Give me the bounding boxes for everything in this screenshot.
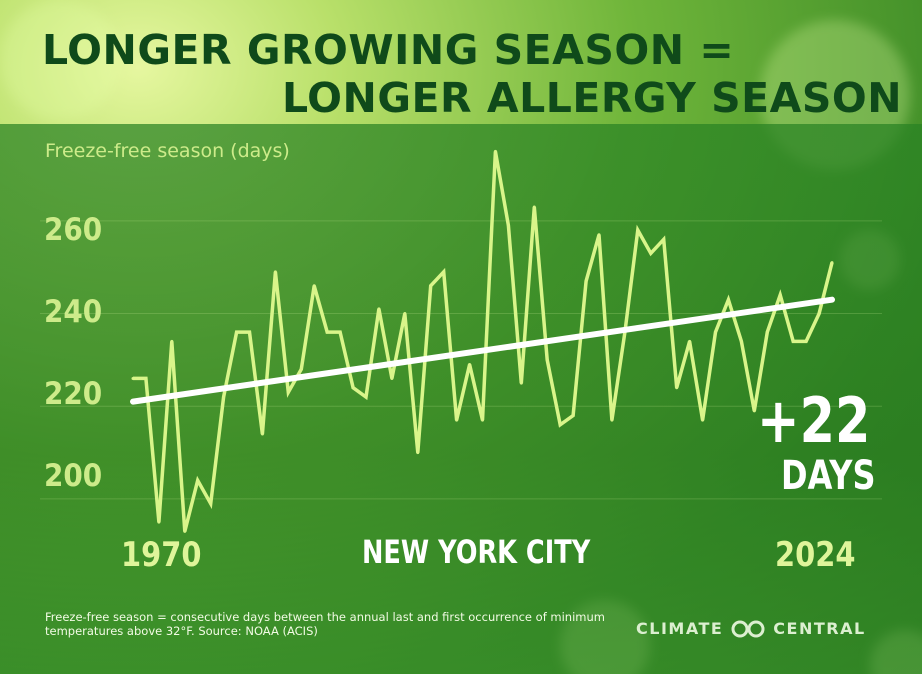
climate-central-logo-icon	[731, 620, 765, 637]
data-point-2022	[804, 339, 808, 343]
data-point-2017	[739, 339, 743, 343]
data-point-2014	[701, 418, 705, 422]
data-point-1977	[222, 395, 226, 399]
bokeh-light	[0, 0, 120, 120]
data-point-2018	[752, 409, 756, 413]
data-point-1991	[403, 312, 407, 316]
data-point-1981	[273, 270, 277, 274]
data-point-1976	[209, 502, 213, 506]
data-point-1973	[170, 339, 174, 343]
title-line-1: LONGER GROWING SEASON =	[42, 26, 735, 74]
data-point-1985	[325, 330, 329, 334]
y-tick-200: 200	[44, 458, 103, 494]
data-point-2009	[636, 228, 640, 232]
location-label: NEW YORK CITY	[362, 533, 591, 571]
data-point-1998	[493, 149, 497, 153]
data-point-1970	[131, 376, 135, 380]
data-point-2005	[584, 279, 588, 283]
data-point-1999	[506, 224, 510, 228]
data-point-1987	[351, 386, 355, 390]
data-point-2013	[688, 339, 692, 343]
trend-line	[130, 296, 835, 405]
data-point-2006	[597, 233, 601, 237]
data-point-2003	[558, 423, 562, 427]
data-point-2000	[519, 381, 523, 385]
data-point-1974	[183, 529, 187, 533]
data-point-2001	[532, 205, 536, 209]
data-point-1994	[442, 270, 446, 274]
x-tick-last: 2024	[775, 535, 856, 575]
data-point-1978	[235, 330, 239, 334]
brand-logo: CLIMATE CENTRAL	[636, 619, 866, 638]
data-point-1990	[390, 376, 394, 380]
gridlines	[40, 220, 882, 500]
data-point-2016	[726, 298, 730, 302]
y-tick-220: 220	[44, 376, 103, 412]
data-point-1988	[364, 395, 368, 399]
change-value: +22	[757, 384, 871, 457]
data-point-2019	[765, 330, 769, 334]
data-point-2011	[662, 237, 666, 241]
data-point-1975	[196, 478, 200, 482]
x-tick-first: 1970	[121, 535, 202, 575]
footnote: Freeze-free season = consecutive days be…	[45, 610, 605, 638]
change-unit: DAYS	[781, 453, 876, 499]
data-point-1989	[377, 307, 381, 311]
data-point-2021	[791, 339, 795, 343]
data-point-1995	[455, 418, 459, 422]
data-point-2007	[610, 418, 614, 422]
y-tick-240: 240	[44, 294, 103, 330]
data-point-2020	[778, 293, 782, 297]
data-point-2004	[571, 414, 575, 418]
brand-name-right: CENTRAL	[773, 619, 866, 638]
data-point-1982	[286, 390, 290, 394]
data-point-2024	[830, 261, 834, 265]
data-point-1993	[429, 284, 433, 288]
series-layer	[130, 149, 835, 533]
data-point-1992	[416, 451, 420, 455]
data-point-2023	[817, 312, 821, 316]
data-point-1972	[157, 520, 161, 524]
data-point-1980	[260, 432, 264, 436]
data-point-1997	[481, 418, 484, 422]
series-line-freeze-free-days	[133, 151, 834, 532]
data-point-1979	[248, 330, 251, 334]
data-point-1971	[144, 376, 148, 380]
title-line-2: LONGER ALLERGY SEASON	[282, 74, 903, 122]
brand-name-left: CLIMATE	[636, 619, 724, 638]
data-point-1983	[299, 367, 303, 371]
data-point-1996	[468, 363, 472, 367]
data-point-2012	[675, 386, 679, 390]
y-axis-label: Freeze-free season (days)	[45, 140, 290, 162]
data-point-1986	[338, 330, 342, 334]
y-tick-260: 260	[44, 212, 103, 248]
data-point-1984	[312, 284, 316, 288]
data-point-2015	[714, 330, 717, 334]
data-point-2002	[545, 358, 549, 362]
data-point-2010	[649, 251, 653, 255]
